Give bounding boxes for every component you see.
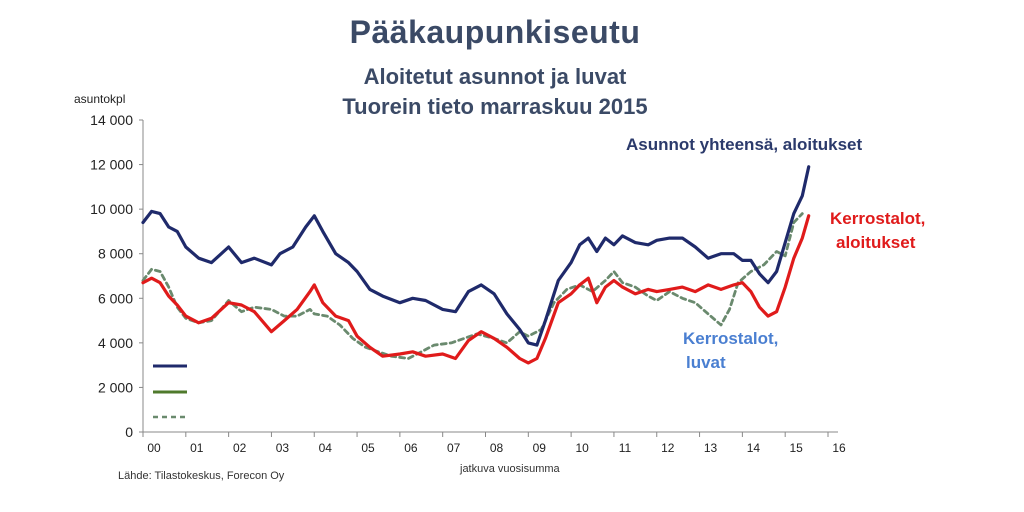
annotation-permits-1: Kerrostalot, bbox=[683, 329, 778, 348]
x-tick-label: 11 bbox=[619, 441, 632, 455]
chart-title: Pääkaupunkiseutu bbox=[349, 14, 641, 50]
x-tick-label: 04 bbox=[319, 441, 333, 455]
annotation-apartment-starts-1: Kerrostalot, bbox=[830, 209, 925, 228]
chart-subtitle-1: Aloitetut asunnot ja luvat bbox=[363, 64, 627, 89]
annotation-total-starts: Asunnot yhteensä, aloitukset bbox=[626, 135, 862, 154]
series-line-apartment_starts bbox=[141, 214, 811, 365]
annotation-permits-2: luvat bbox=[686, 353, 726, 372]
series-line-total bbox=[141, 165, 811, 347]
chart-subtitle-2: Tuorein tieto marraskuu 2015 bbox=[342, 94, 648, 119]
y-tick-label: 2 000 bbox=[98, 379, 133, 395]
x-tick-label: 00 bbox=[147, 441, 161, 455]
y-tick-label: 8 000 bbox=[98, 246, 133, 262]
y-axis-label: asuntokpl bbox=[74, 92, 126, 106]
x-tick-label: 02 bbox=[233, 441, 247, 455]
y-tick-label: 12 000 bbox=[90, 157, 133, 173]
y-tick-label: 4 000 bbox=[98, 335, 133, 351]
y-tick-label: 10 000 bbox=[90, 201, 133, 217]
annotation-apartment-starts-2: aloitukset bbox=[836, 233, 916, 252]
x-tick-label: 06 bbox=[404, 441, 418, 455]
series-lines bbox=[141, 165, 811, 365]
x-tick-label: 03 bbox=[276, 441, 290, 455]
source-note: Lähde: Tilastokeskus, Forecon Oy bbox=[118, 470, 285, 482]
x-tick-label: 10 bbox=[575, 441, 589, 455]
x-tick-label: 05 bbox=[361, 441, 375, 455]
series-line-permits bbox=[141, 212, 804, 360]
x-tick-label: 09 bbox=[533, 441, 547, 455]
y-tick-label: 0 bbox=[125, 424, 133, 440]
x-tick-label: 15 bbox=[790, 441, 804, 455]
x-tick-label: 14 bbox=[747, 441, 761, 455]
legend-swatches bbox=[153, 364, 187, 419]
y-tick-label: 14 000 bbox=[90, 112, 133, 128]
x-tick-label: 16 bbox=[832, 441, 846, 455]
x-axis-note: jatkuva vuosisumma bbox=[460, 463, 560, 475]
x-tick-label: 08 bbox=[490, 441, 504, 455]
x-tick-label: 12 bbox=[661, 441, 675, 455]
x-tick-label: 13 bbox=[704, 441, 718, 455]
x-tick-label: 07 bbox=[447, 441, 461, 455]
y-tick-label: 6 000 bbox=[98, 290, 133, 306]
x-tick-label: 01 bbox=[190, 441, 204, 455]
